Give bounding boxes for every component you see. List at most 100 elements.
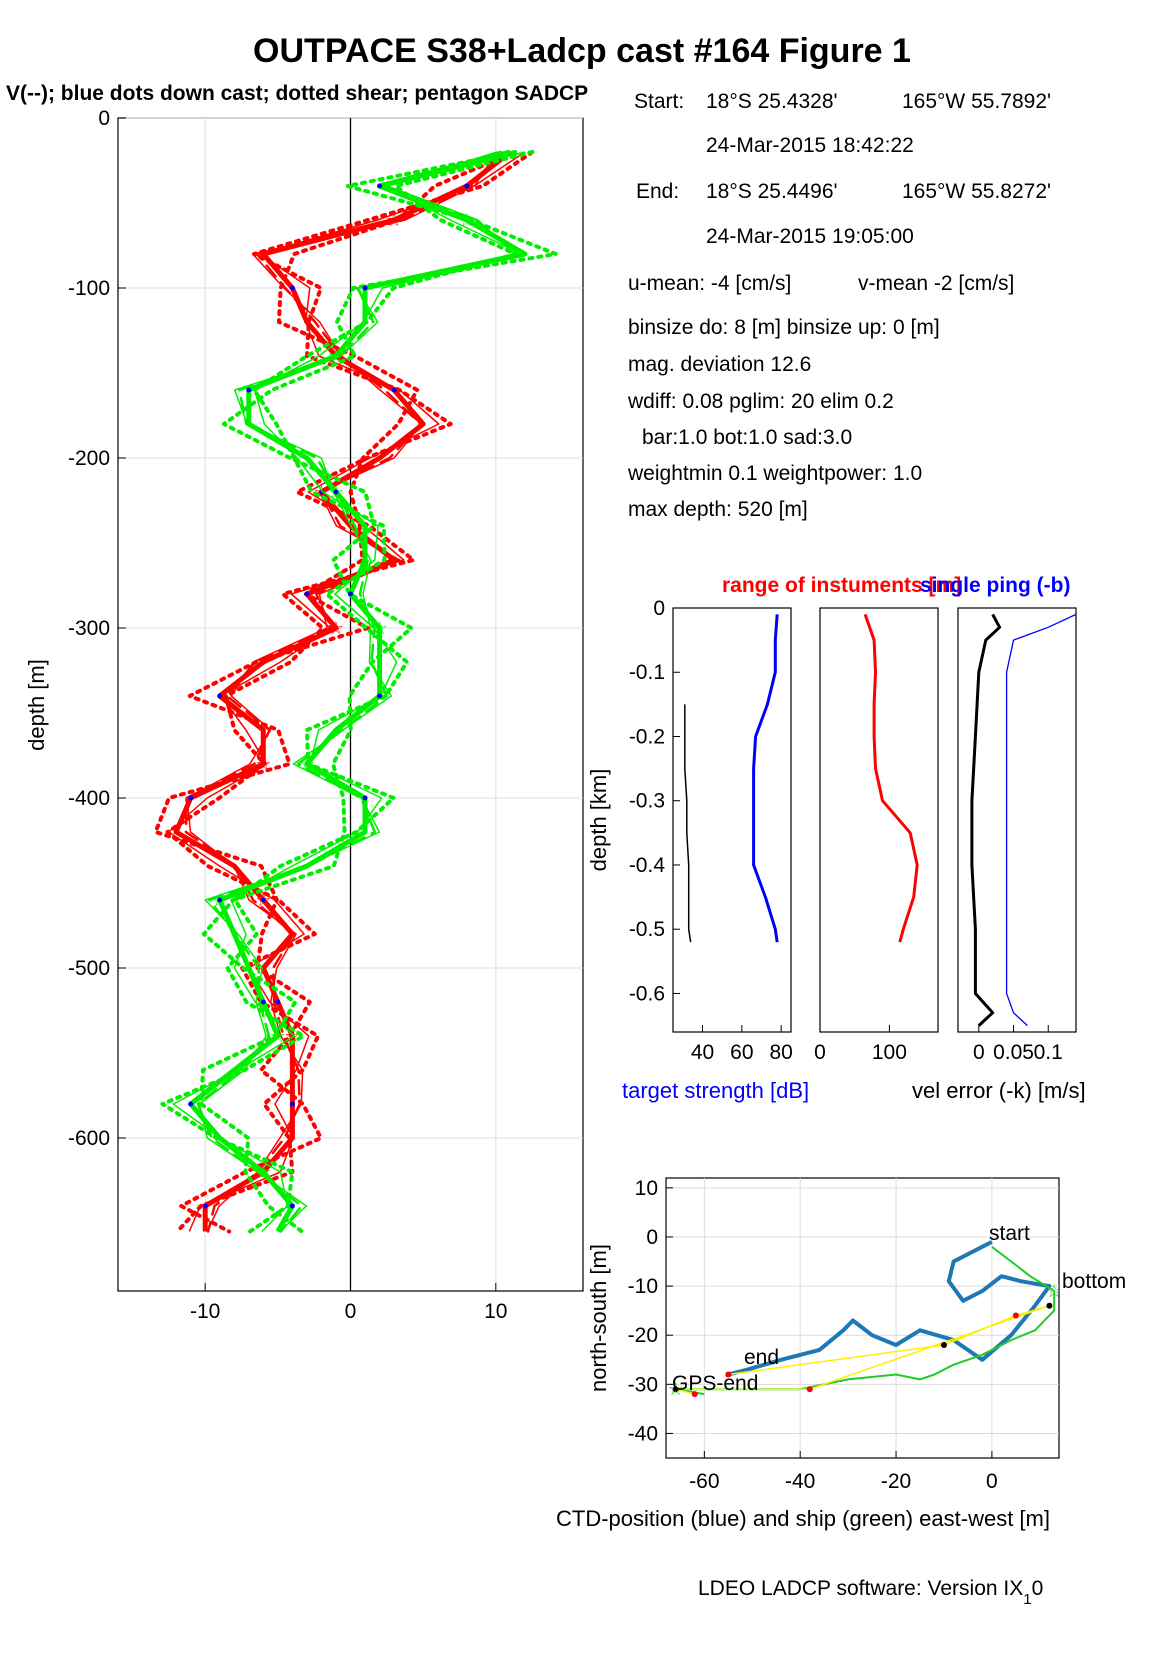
pos-y-tick-label: -20 bbox=[628, 1324, 658, 1347]
series-line-u bbox=[186, 151, 498, 1232]
downcast-dot bbox=[246, 387, 252, 393]
bottom-star: ☆ bbox=[1046, 1281, 1062, 1301]
position-marker bbox=[806, 1386, 813, 1393]
pos-x-tick-label: 0 bbox=[986, 1470, 998, 1493]
north-south-label: north-south [m] bbox=[586, 1244, 611, 1392]
downcast-dot bbox=[289, 285, 295, 291]
downcast-dot bbox=[275, 999, 281, 1005]
sadcp-marker: ☆ bbox=[255, 754, 271, 774]
instrument-panels: range of instuments [m] single ping (-b)… bbox=[586, 574, 1086, 1103]
instrument-line-0-0 bbox=[752, 614, 779, 943]
velocity-ticks: -10 0 100-100-200-300-400-500-600 bbox=[68, 107, 508, 1323]
u-mean: u-mean: -4 [cm/s] bbox=[628, 272, 791, 295]
series-line-u bbox=[165, 150, 535, 1234]
downcast-dot bbox=[333, 489, 339, 495]
sadcp-marker: ☆ bbox=[371, 618, 387, 638]
position-series: ☆☆ bbox=[668, 1240, 1062, 1399]
series-line-u bbox=[173, 150, 512, 1232]
instrument-series bbox=[684, 613, 1077, 1027]
downcast-dot bbox=[464, 183, 470, 189]
downcast-dot bbox=[391, 387, 397, 393]
x-tick-label: 10 bbox=[484, 1300, 507, 1323]
downcast-dot bbox=[304, 591, 310, 597]
v-mean: v-mean -2 [cm/s] bbox=[858, 272, 1014, 295]
start-longitude: 165°W 55.7892' bbox=[902, 90, 1051, 113]
end-time: 24-Mar-2015 19:05:00 bbox=[706, 225, 914, 248]
label-bottom: bottom bbox=[1062, 1270, 1126, 1293]
bar-bot-sad: bar:1.0 bot:1.0 sad:3.0 bbox=[642, 426, 852, 449]
pos-y-tick-label: -40 bbox=[628, 1422, 658, 1445]
sadcp-marker: ☆ bbox=[212, 890, 228, 910]
pos-x-tick-label: -40 bbox=[785, 1470, 815, 1493]
sadcp-marker: ☆ bbox=[328, 482, 344, 502]
pos-x-tick-label: -60 bbox=[689, 1470, 719, 1493]
software-version-tail: 0 bbox=[1032, 1577, 1044, 1600]
pos-y-tick-label: 0 bbox=[646, 1226, 658, 1249]
binsize: binsize do: 8 [m] binsize up: 0 [m] bbox=[628, 316, 940, 339]
label-gps-end: GPS-end bbox=[672, 1372, 758, 1395]
sadcp-marker: ☆ bbox=[299, 754, 315, 774]
downcast-dot bbox=[260, 999, 266, 1005]
panel-x-tick-label: 0 bbox=[814, 1041, 826, 1064]
downcast-dot bbox=[362, 285, 368, 291]
panel-x-tick-label: 100 bbox=[872, 1041, 907, 1064]
mag-deviation: mag. deviation 12.6 bbox=[628, 353, 811, 376]
pos-y-tick-label: -30 bbox=[628, 1373, 658, 1396]
sadcp-marker: ☆ bbox=[386, 210, 402, 230]
series-line-v bbox=[199, 150, 558, 1234]
software-version: LDEO LADCP software: Version IX10 bbox=[698, 1577, 1043, 1608]
depth-km-label: depth [km] bbox=[586, 769, 611, 872]
sadcp-marker: ☆ bbox=[255, 1162, 271, 1182]
panel-x-tick-label: 0.1 bbox=[1034, 1041, 1063, 1064]
depth-tick-label: -0.3 bbox=[629, 790, 665, 813]
instrument-line-2-1 bbox=[1005, 613, 1077, 1027]
downcast-dot bbox=[289, 1101, 295, 1107]
depth-axis-label: depth [m] bbox=[24, 659, 49, 751]
panel-x-tick-label: 0 bbox=[973, 1041, 985, 1064]
depth-tick-label: -0.6 bbox=[629, 982, 665, 1005]
end-label: End: bbox=[636, 180, 679, 203]
panel-x-tick-label: 40 bbox=[691, 1041, 714, 1064]
series-line-u bbox=[184, 150, 502, 1233]
downcast-dot bbox=[377, 183, 383, 189]
sadcp-marker: ☆ bbox=[328, 346, 344, 366]
vel-error-box bbox=[957, 607, 1077, 1033]
figure-subtitle: V(--); blue dots down cast; dotted shear… bbox=[6, 82, 588, 105]
position-marker bbox=[672, 1386, 679, 1393]
range-box bbox=[819, 607, 939, 1033]
panel-x-tick-label: 80 bbox=[769, 1041, 792, 1064]
series-line-v bbox=[160, 150, 535, 1234]
pos-y-tick-label: 10 bbox=[635, 1177, 658, 1200]
cast-info: Start: 18°S 25.4328' 165°W 55.7892' 24-M… bbox=[627, 90, 1051, 521]
downcast-dot bbox=[217, 897, 223, 903]
downcast-dot bbox=[188, 1101, 194, 1107]
software-version-sub: 1 bbox=[1023, 1591, 1031, 1608]
y-tick-label: -100 bbox=[68, 277, 110, 300]
start-latitude: 18°S 25.4328' bbox=[706, 90, 838, 113]
downcast-dot bbox=[260, 897, 266, 903]
position-ticks: -60 -40 -20 0 10 0 -10 -20 -30 -40 bbox=[628, 1177, 998, 1493]
instrument-line-2-0 bbox=[970, 613, 1002, 1027]
start-label: Start: bbox=[634, 90, 684, 113]
position-marker bbox=[940, 1342, 947, 1349]
instrument-line-1-0 bbox=[863, 613, 919, 943]
instrument-line-0-1 bbox=[684, 704, 692, 943]
depth-tick-label: -0.4 bbox=[629, 854, 666, 877]
sadcp-marker: ☆ bbox=[270, 1026, 286, 1046]
sadcp-marker: ☆ bbox=[459, 210, 475, 230]
y-tick-label: -400 bbox=[68, 787, 110, 810]
velocity-series: ☆☆☆☆☆☆☆☆☆☆☆☆☆☆☆☆ bbox=[153, 149, 558, 1234]
label-start: start bbox=[989, 1222, 1030, 1245]
velocity-profile-panel: ☆☆☆☆☆☆☆☆☆☆☆☆☆☆☆☆ -10 0 100-100-200-300-400… bbox=[24, 107, 584, 1323]
panel-x-tick-label: 60 bbox=[730, 1041, 753, 1064]
y-tick-label: -500 bbox=[68, 957, 110, 980]
vel-error-label: vel error (-k) [m/s] bbox=[912, 1078, 1086, 1103]
target-strength-label: target strength [dB] bbox=[622, 1078, 809, 1103]
downcast-dot bbox=[289, 1203, 295, 1209]
x-tick-label: -10 bbox=[190, 1300, 220, 1323]
pos-y-tick-label: -10 bbox=[628, 1275, 658, 1298]
target-strength-box bbox=[672, 607, 792, 1033]
panel-x-tick-label: 0.05 bbox=[993, 1041, 1034, 1064]
depth-tick-label: -0.2 bbox=[629, 725, 665, 748]
start-time: 24-Mar-2015 18:42:22 bbox=[706, 134, 914, 157]
